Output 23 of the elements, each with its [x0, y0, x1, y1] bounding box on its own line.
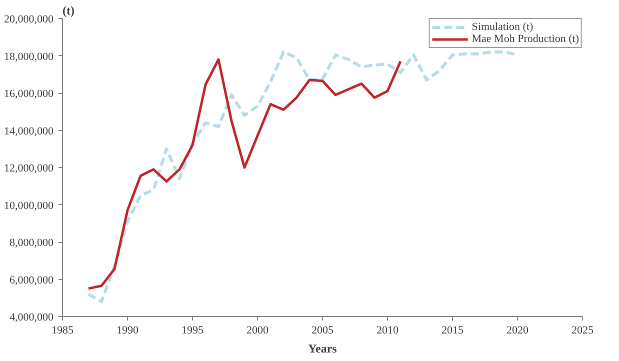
y-tick-label: 4,000,000 — [10, 312, 54, 324]
x-tick-label: 1990 — [116, 324, 139, 336]
legend-label: Simulation (t) — [472, 21, 534, 33]
x-tick-label: 1985 — [52, 324, 74, 336]
x-tick-label: 1995 — [182, 324, 204, 336]
x-tick-label: 2010 — [376, 324, 399, 336]
x-axis-title: Years — [308, 342, 338, 356]
y-axis-title: (t) — [62, 4, 74, 18]
y-tick-label: 6,000,000 — [10, 274, 54, 286]
x-tick-label: 2000 — [246, 324, 269, 336]
y-tick-label: 14,000,000 — [4, 125, 54, 138]
x-tick-label: 2020 — [506, 324, 529, 336]
x-tick-label: 2025 — [572, 324, 594, 336]
y-tick-label: 10,000,000 — [4, 200, 54, 212]
y-tick-label: 20,000,000 — [4, 14, 54, 26]
y-tick-label: 12,000,000 — [4, 162, 54, 174]
x-tick-label: 2015 — [442, 324, 464, 336]
y-tick-label: 18,000,000 — [4, 50, 54, 63]
x-tick-label: 2005 — [312, 324, 334, 336]
y-tick-label: 8,000,000 — [10, 237, 54, 249]
line-series — [87, 58, 402, 290]
y-tick-label: 16,000,000 — [4, 88, 54, 100]
legend-label: Mae Moh Production (t) — [472, 33, 579, 45]
